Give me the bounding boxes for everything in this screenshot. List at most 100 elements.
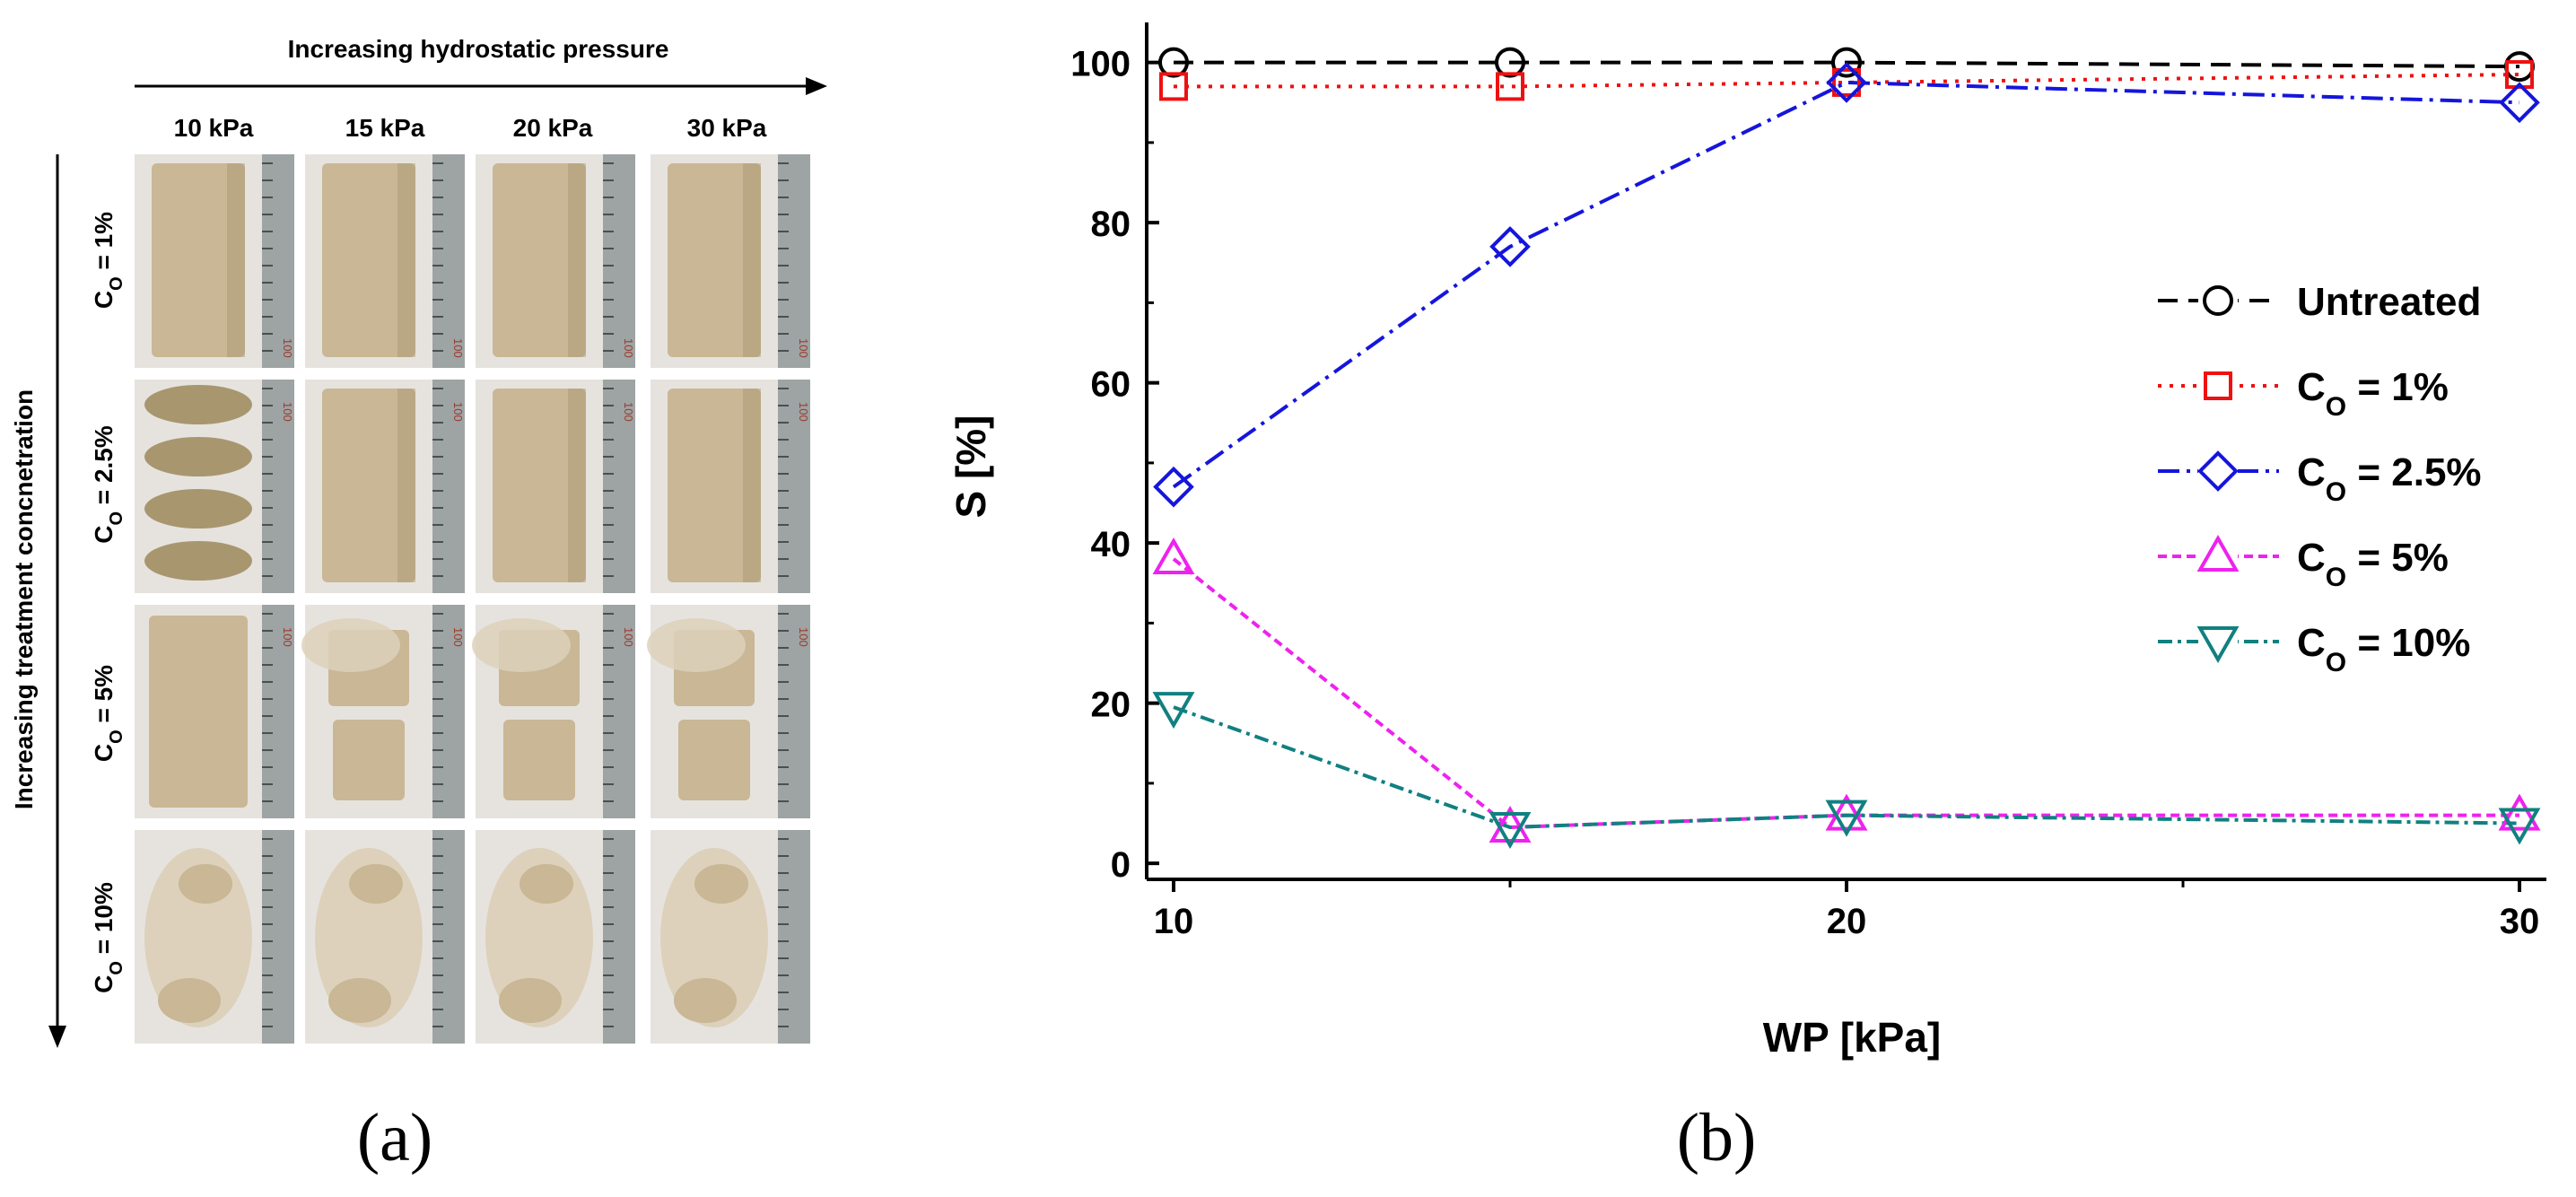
specimen-fragment — [503, 720, 575, 800]
ruler — [262, 830, 294, 1044]
row-label-co-5: CO = 5% — [90, 665, 127, 762]
specimen-photo-co-5-20kpa: 100 — [472, 605, 635, 818]
ruler — [262, 154, 294, 368]
y-axis-label: S [%] — [947, 415, 994, 519]
debris — [647, 618, 746, 672]
specimen-photo-co-2-5-30kpa: 100 — [651, 380, 810, 593]
debris-fragment — [158, 978, 221, 1023]
specimen-photo-co-1-10kpa: 100 — [135, 154, 294, 368]
legend-marker-background — [2198, 451, 2238, 491]
data-point-series-3-x-10 — [1152, 537, 1195, 574]
legend-item-4: CO = 10% — [2158, 621, 2470, 677]
data-point-series-2-x-15 — [1489, 226, 1531, 267]
data-point-series-4-x-30 — [2498, 808, 2541, 845]
ruler — [432, 830, 465, 1044]
ruler — [778, 830, 810, 1044]
data-point-series-3-x-30 — [2498, 793, 2541, 831]
specimen-photo-co-1-15kpa: 100 — [305, 154, 465, 368]
y-tick-label: 60 — [1091, 365, 1131, 405]
pressure-arrow-head — [806, 77, 827, 95]
ruler-mark: 100 — [451, 402, 465, 422]
ruler — [603, 154, 635, 368]
ruler-mark: 100 — [451, 627, 465, 647]
series-line-0 — [1174, 60, 2520, 69]
data-point-series-4-x-10 — [1152, 692, 1195, 730]
legend-marker — [2196, 534, 2240, 572]
legend-item-3: CO = 5% — [2158, 534, 2449, 592]
panel-a-caption: (a) — [357, 1100, 432, 1175]
legend-item-1: CO = 1% — [2158, 365, 2449, 422]
ruler-mark: 100 — [797, 402, 810, 422]
column-label-30kpa: 30 kPa — [687, 114, 767, 142]
x-axis-label: WP [kPa] — [1763, 1014, 1942, 1061]
intact-specimen — [493, 389, 586, 582]
x-tick-label: 30 — [2500, 902, 2540, 941]
debris-fragment — [328, 978, 391, 1023]
crumbled-pile — [144, 437, 252, 476]
data-point-series-1-x-20 — [1832, 67, 1861, 97]
column-label-15kpa: 15 kPa — [345, 114, 425, 142]
ruler — [603, 830, 635, 1044]
specimen-photo-co-2-5-10kpa: 100 — [135, 380, 294, 593]
data-point-series-2-x-10 — [1153, 466, 1194, 508]
row-label-co-1: CO = 1% — [90, 212, 127, 309]
data-point-series-3-x-20 — [1825, 793, 1868, 831]
specimen-photo-grid: 100 100 100 100 100 100 100 100 100 100 100 100 — [135, 154, 810, 1044]
y-tick-label: 20 — [1091, 686, 1131, 725]
specimen-shade — [568, 163, 586, 357]
crumbled-pile — [144, 489, 252, 529]
ruler-mark: 100 — [622, 338, 635, 358]
data-point-series-4-x-20 — [1825, 799, 1868, 837]
legend-label: CO = 2.5% — [2297, 450, 2482, 507]
ruler — [432, 380, 465, 593]
debris — [472, 618, 571, 672]
series-markers — [1152, 47, 2541, 850]
concentration-arrow-head — [48, 1026, 66, 1048]
legend-marker — [2203, 285, 2233, 316]
intact-specimen — [493, 163, 586, 357]
intact-specimen — [668, 389, 761, 582]
series-line-1 — [1174, 73, 2520, 89]
specimen-shade — [397, 389, 415, 582]
specimen-fragment — [333, 720, 405, 800]
column-label-10kpa: 10 kPa — [174, 114, 254, 142]
ruler-mark: 100 — [281, 402, 294, 422]
series-line-2 — [1172, 80, 2520, 489]
cracked-specimen — [149, 616, 248, 808]
debris-fragment — [694, 864, 748, 904]
data-point-series-1-x-10 — [1159, 72, 1188, 101]
x-tick-label: 10 — [1154, 902, 1194, 941]
ruler — [778, 380, 810, 593]
crumbled-pile — [144, 385, 252, 424]
intact-specimen — [322, 389, 415, 582]
series-line-4 — [1173, 705, 2520, 829]
specimen-photo-co-1-30kpa: 100 — [651, 154, 810, 368]
specimen-photo-co-10-10kpa — [135, 830, 294, 1044]
ruler-mark: 100 — [281, 627, 294, 647]
crumbled-pile — [144, 541, 252, 581]
data-point-series-0-x-20 — [1831, 47, 1862, 78]
data-point-series-4-x-15 — [1489, 811, 1532, 850]
ruler — [262, 605, 294, 818]
ruler-mark: 100 — [451, 338, 465, 358]
specimen-photo-co-5-10kpa: 100 — [135, 605, 294, 818]
data-point-series-0-x-10 — [1158, 47, 1189, 78]
intact-specimen — [668, 163, 761, 357]
legend-marker — [2196, 626, 2240, 664]
data-point-series-2-x-30 — [2499, 82, 2540, 124]
column-labels: 10 kPa 15 kPa 20 kPa 30 kPa — [174, 114, 767, 142]
legend-marker — [2197, 450, 2239, 492]
column-label-20kpa: 20 kPa — [513, 114, 593, 142]
legend-marker — [2204, 371, 2232, 400]
legend-item-0: Untreated — [2158, 280, 2481, 324]
ruler — [432, 154, 465, 368]
legend-label: Untreated — [2297, 280, 2481, 324]
y-tick-label: 0 — [1111, 845, 1131, 885]
legend-label: CO = 1% — [2297, 365, 2449, 422]
ruler — [262, 380, 294, 593]
ruler — [778, 154, 810, 368]
panel-a: Increasing hydrostatic pressure Increasi… — [10, 35, 827, 1175]
specimen-photo-co-5-30kpa: 100 — [647, 605, 810, 818]
specimen-photo-co-10-20kpa — [476, 830, 635, 1044]
